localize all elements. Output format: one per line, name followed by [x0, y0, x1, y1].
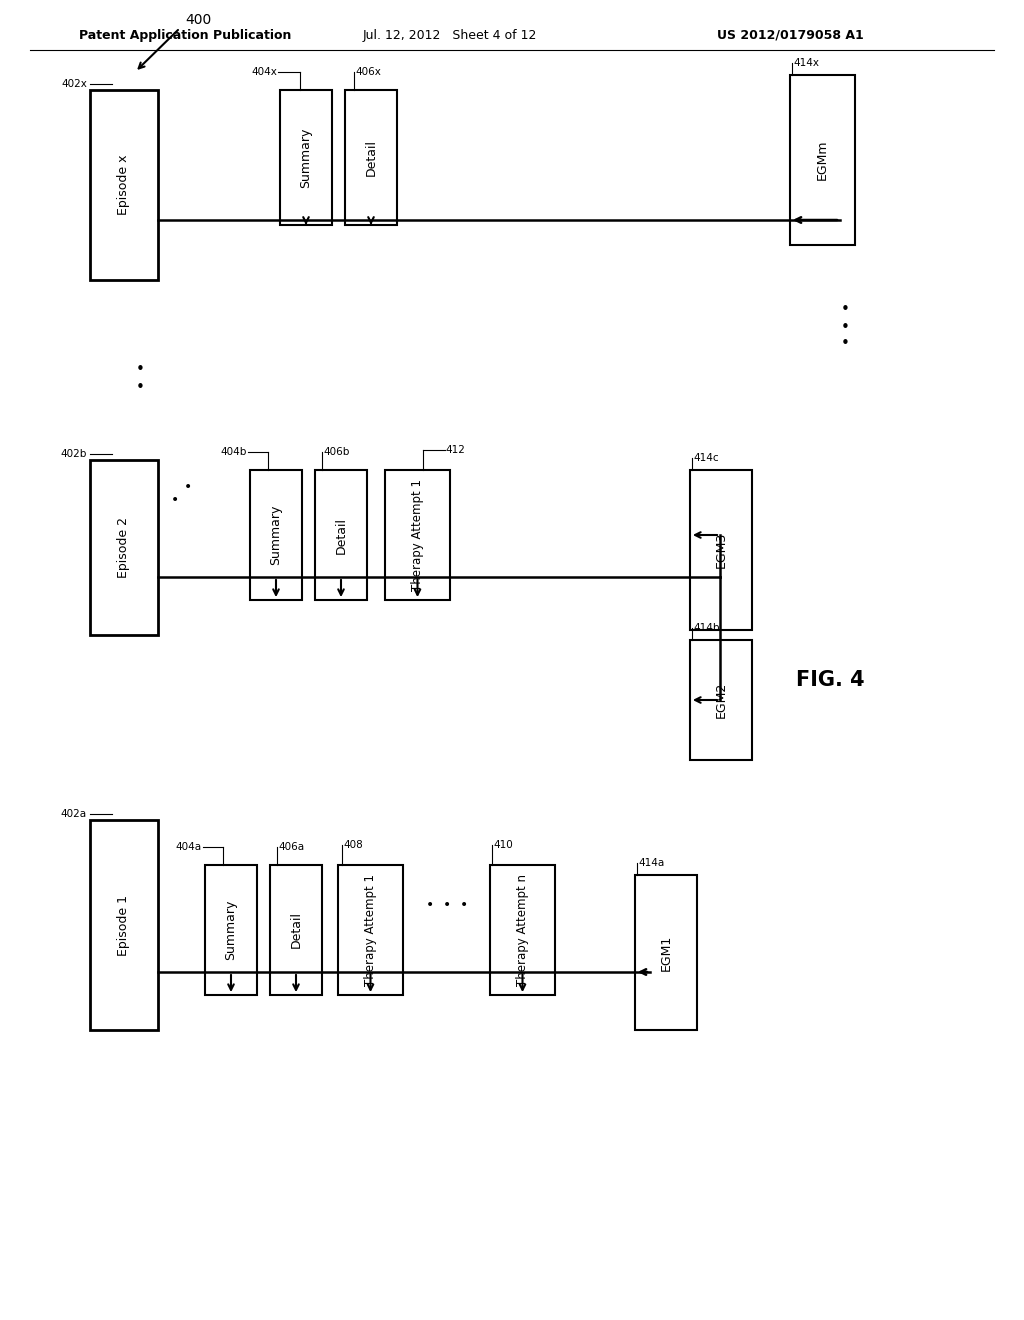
- Text: 400: 400: [185, 13, 211, 26]
- Bar: [90, 459, 158, 635]
- Text: Detail: Detail: [365, 139, 378, 176]
- Text: •: •: [135, 363, 144, 378]
- Text: Therapy Attempt n: Therapy Attempt n: [516, 874, 529, 986]
- Text: Therapy Attempt 1: Therapy Attempt 1: [364, 874, 377, 986]
- Bar: [345, 90, 397, 224]
- Text: EGMm: EGMm: [816, 140, 829, 181]
- Text: •: •: [135, 380, 144, 395]
- Text: Summary: Summary: [224, 900, 238, 960]
- Text: Detail: Detail: [335, 516, 347, 553]
- Text: Therapy Attempt 1: Therapy Attempt 1: [411, 479, 424, 591]
- Text: 412: 412: [445, 445, 465, 455]
- Text: Summary: Summary: [299, 127, 312, 187]
- Text: Summary: Summary: [269, 504, 283, 565]
- Text: •: •: [184, 480, 193, 494]
- Text: •: •: [841, 337, 850, 351]
- Text: 402a: 402a: [60, 809, 87, 818]
- Text: FIG. 4: FIG. 4: [796, 671, 864, 690]
- Text: Patent Application Publication: Patent Application Publication: [79, 29, 291, 41]
- Text: 404x: 404x: [251, 67, 278, 77]
- Bar: [690, 470, 752, 630]
- Bar: [490, 865, 555, 995]
- Text: 410: 410: [493, 840, 513, 850]
- Bar: [280, 90, 332, 224]
- Text: •: •: [442, 898, 452, 912]
- Text: EGM1: EGM1: [659, 935, 673, 970]
- Text: Episode x: Episode x: [118, 154, 130, 215]
- Text: •: •: [426, 898, 434, 912]
- Text: •: •: [460, 898, 468, 912]
- Text: Episode 2: Episode 2: [118, 517, 130, 578]
- Text: 404b: 404b: [220, 447, 247, 457]
- Text: Jul. 12, 2012   Sheet 4 of 12: Jul. 12, 2012 Sheet 4 of 12: [362, 29, 538, 41]
- Bar: [338, 865, 403, 995]
- Text: 402b: 402b: [60, 449, 87, 459]
- Bar: [690, 640, 752, 760]
- Text: 406a: 406a: [278, 842, 304, 851]
- Bar: [635, 875, 697, 1030]
- Text: Episode 1: Episode 1: [118, 895, 130, 956]
- Text: 402x: 402x: [61, 79, 87, 88]
- Text: •: •: [171, 492, 179, 507]
- Text: 404a: 404a: [176, 842, 202, 851]
- Text: 406x: 406x: [355, 67, 381, 77]
- Text: •: •: [841, 319, 850, 334]
- Bar: [90, 90, 158, 280]
- Bar: [385, 470, 450, 601]
- Text: US 2012/0179058 A1: US 2012/0179058 A1: [717, 29, 863, 41]
- Text: EGM3: EGM3: [715, 532, 727, 568]
- Text: 414a: 414a: [638, 858, 665, 869]
- Text: •: •: [841, 302, 850, 318]
- Text: 414b: 414b: [693, 623, 720, 634]
- Bar: [250, 470, 302, 601]
- Bar: [315, 470, 367, 601]
- Bar: [270, 865, 322, 995]
- Text: 414c: 414c: [693, 453, 719, 463]
- Text: 414x: 414x: [793, 58, 819, 69]
- Bar: [205, 865, 257, 995]
- Text: 408: 408: [343, 840, 362, 850]
- Text: 406b: 406b: [323, 447, 349, 457]
- Bar: [90, 820, 158, 1030]
- Bar: [790, 75, 855, 246]
- Text: Detail: Detail: [290, 912, 302, 949]
- Text: EGM2: EGM2: [715, 682, 727, 718]
